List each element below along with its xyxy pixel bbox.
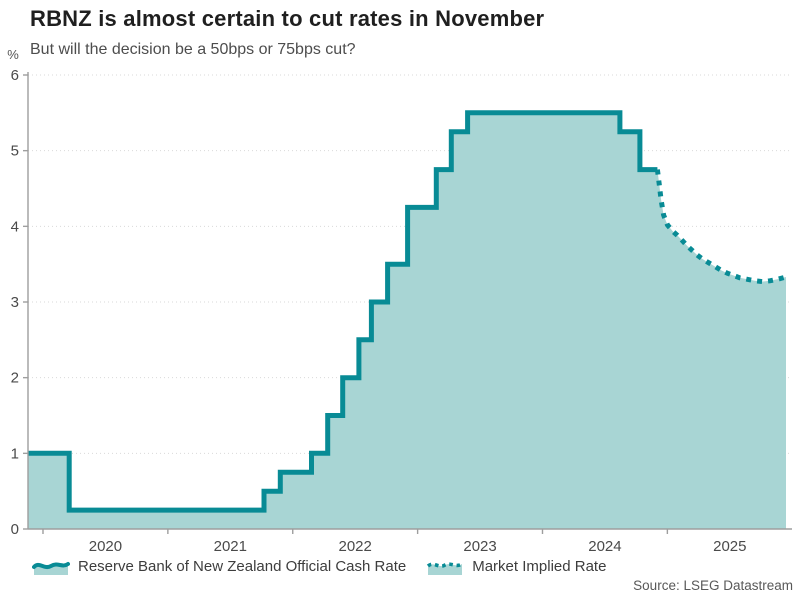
y-tick-label-4: 4 [11,218,19,235]
legend-item-official-cash-rate: Reserve Bank of New Zealand Official Cas… [32,556,406,576]
y-tick-label-0: 0 [11,521,19,538]
official-cash-rate-line [28,110,658,513]
chart-title: RBNZ is almost certain to cut rates in N… [30,6,545,31]
source-attribution: Source: LSEG Datastream [633,578,793,593]
legend-item-market-implied-rate: Market Implied Rate [426,556,606,576]
x-tick-label-2023: 2023 [463,538,496,555]
y-axis-unit-label: % [7,47,19,62]
legend-label-official-cash-rate: Reserve Bank of New Zealand Official Cas… [78,557,407,575]
solid-wave-area-icon [32,562,70,575]
chart-subtitle: But will the decision be a 50bps or 75bp… [30,41,356,58]
y-tick-label-2: 2 [11,370,19,387]
x-tick-label-2020: 2020 [89,538,122,555]
x-tick-label-2022: 2022 [338,538,371,555]
chart-legend: Reserve Bank of New Zealand Official Cas… [32,556,606,576]
rate-area-fill [28,112,786,530]
dotted-wave-area-icon [427,562,464,575]
y-tick-label-6: 6 [11,67,19,84]
y-tick-label-1: 1 [11,445,19,462]
x-tick-label-2024: 2024 [588,538,621,555]
y-tick-label-5: 5 [11,143,19,160]
x-tick-label-2025: 2025 [713,538,746,555]
y-tick-label-3: 3 [11,294,19,311]
legend-label-market-implied-rate: Market Implied Rate [472,557,607,575]
x-tick-label-2021: 2021 [214,538,247,555]
